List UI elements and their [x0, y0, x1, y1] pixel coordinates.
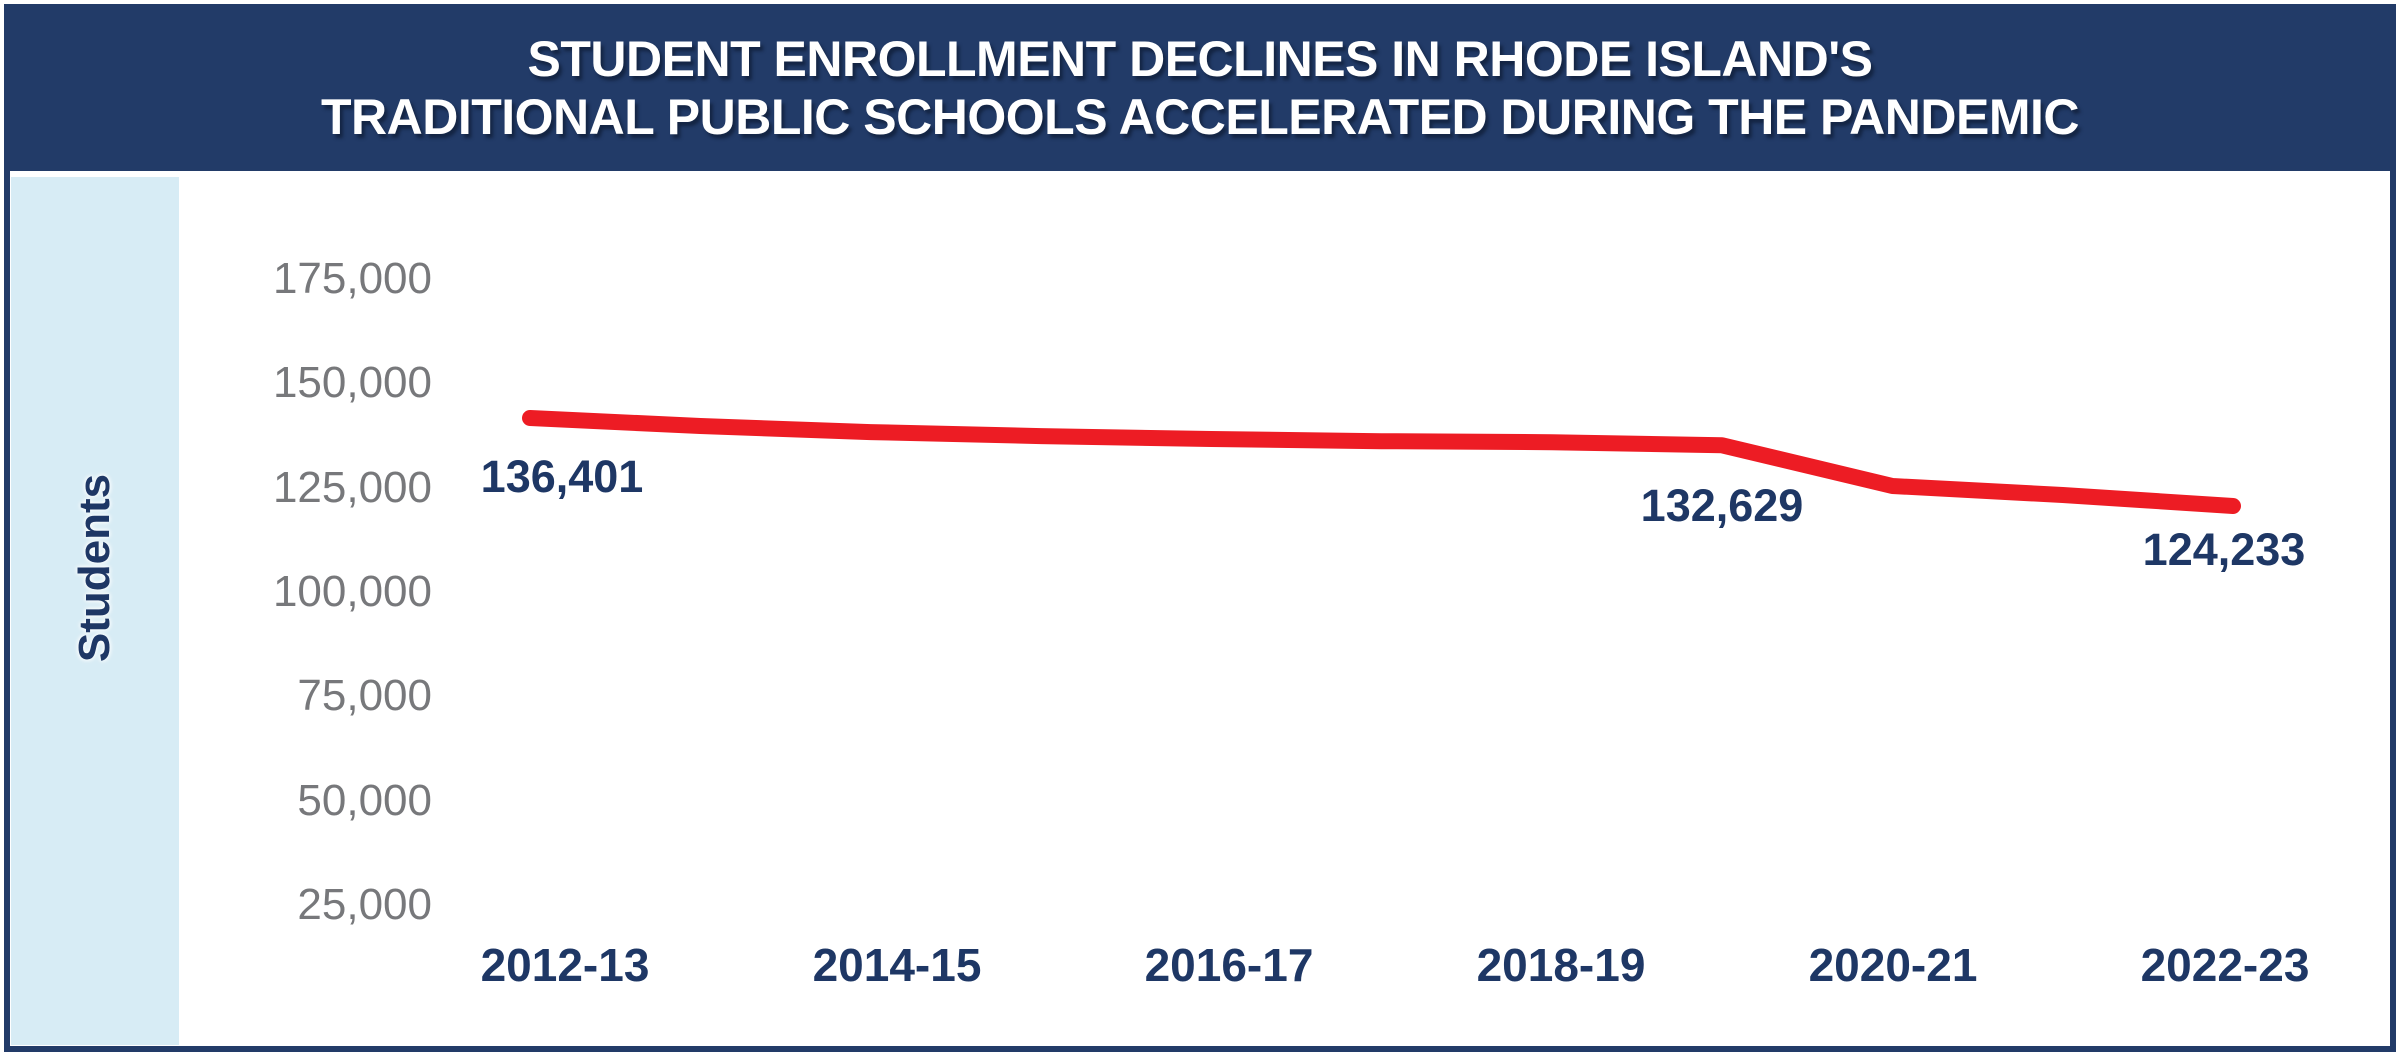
y-tick-label: 50,000: [297, 775, 432, 825]
chart-title-line-1: STUDENT ENROLLMENT DECLINES IN RHODE ISL…: [527, 30, 1873, 87]
y-tick-label: 125,000: [272, 462, 432, 512]
x-tick-label: 2012-13: [480, 939, 650, 991]
y-tick-label: 75,000: [297, 671, 432, 721]
chart-frame: [4, 4, 2396, 1052]
y-tick-label: 150,000: [272, 358, 432, 408]
y-tick-label: 25,000: [297, 879, 432, 929]
x-tick-label: 2018-19: [1476, 939, 1646, 991]
y-tick-label: 100,000: [272, 566, 432, 616]
data-point-label-2022-23: 124,233: [2142, 524, 2306, 575]
chart-title-line-2: TRADITIONAL PUBLIC SCHOOLS ACCELERATED D…: [320, 88, 2080, 145]
x-tick-label: 2014-15: [812, 939, 982, 991]
y-tick-label: 175,000: [272, 254, 432, 303]
chart-title-band: STUDENT ENROLLMENT DECLINES IN RHODE ISL…: [4, 4, 2396, 171]
data-point-label-2012-13: 136,401: [480, 451, 644, 502]
x-tick-label: 2022-23: [2140, 939, 2310, 991]
enrollment-line-series: [522, 410, 2241, 514]
data-point-label-2019-20: 132,629: [1640, 480, 1804, 531]
y-axis-panel: [11, 177, 179, 1045]
x-tick-label: 2016-17: [1144, 939, 1314, 991]
x-tick-label: 2020-21: [1808, 939, 1978, 991]
